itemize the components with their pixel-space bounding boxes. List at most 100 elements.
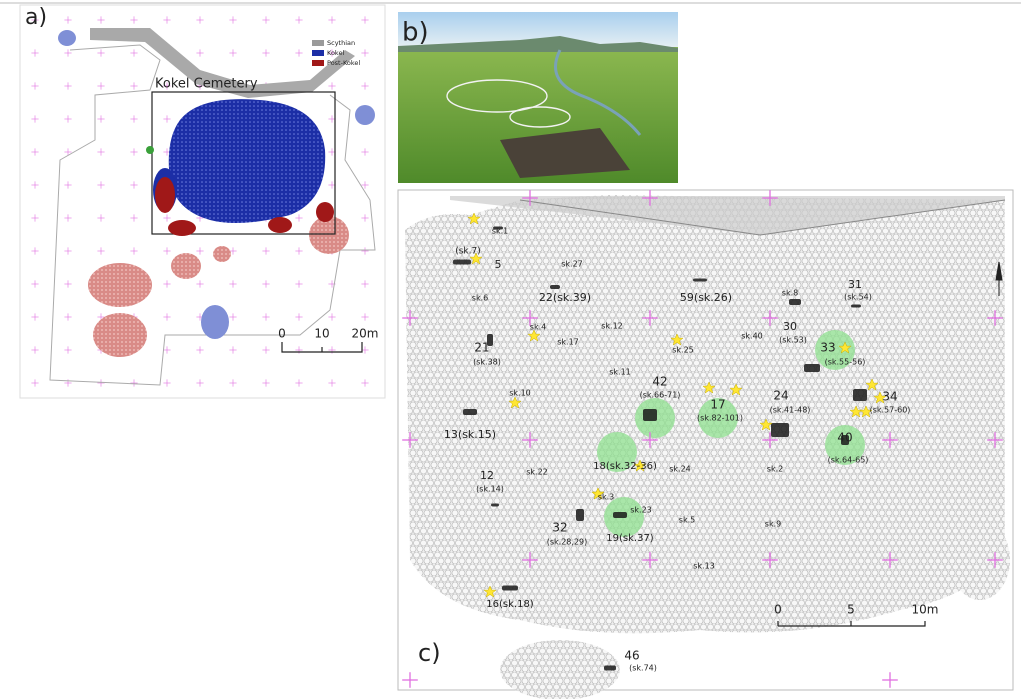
site-label: sk.23 — [630, 506, 652, 515]
photo-ellipse — [446, 79, 548, 113]
panel-c: 0 5 10m c) sk.1 (sk.7) 5 sk.27 22(sk.39) sk.6… — [397, 189, 1014, 699]
site-label: (sk.64-65) — [828, 456, 869, 465]
burial-outline — [604, 665, 616, 671]
site-label: 21 — [474, 341, 489, 355]
legend-swatch — [312, 60, 324, 66]
photo-river — [554, 49, 642, 136]
site-label: 59(sk.26) — [680, 291, 732, 304]
site-label: 30 — [783, 320, 797, 333]
site-label: 5 — [495, 258, 502, 271]
site-label: (sk.54) — [844, 293, 872, 302]
scale-label: 5 — [847, 603, 855, 617]
inset-box — [151, 91, 336, 235]
scale-label: 0 — [774, 603, 782, 617]
burial-outline — [550, 285, 560, 289]
site-label: 24 — [773, 389, 788, 403]
site-label: sk.11 — [609, 368, 631, 377]
burial-outline — [487, 334, 493, 346]
kokel-patch — [58, 30, 76, 46]
post-kokel-patch — [316, 202, 334, 222]
burial-outline — [613, 512, 627, 518]
site-label: (sk.82-101) — [697, 414, 743, 423]
site-outline — [49, 44, 376, 386]
site-label: sk.3 — [598, 493, 614, 502]
post-kokel-patch — [93, 313, 147, 357]
site-label: 17 — [710, 398, 725, 412]
burial-outline — [804, 364, 820, 372]
burial-outline — [453, 259, 471, 265]
site-label: sk.24 — [669, 465, 691, 474]
site-label: 19(sk.37) — [606, 533, 654, 544]
site-label: sk.17 — [557, 338, 579, 347]
panel-label: a) — [25, 5, 47, 30]
panel-label: b) — [402, 18, 429, 48]
site-label: sk.1 — [492, 227, 508, 236]
legend-label: Scythian — [327, 39, 355, 47]
inset-title: Kokel Cemetery — [155, 77, 258, 92]
site-label: sk.25 — [672, 346, 694, 355]
site-label: 31 — [848, 278, 862, 291]
site-label: sk.12 — [601, 322, 623, 331]
burial-outline — [851, 304, 861, 308]
stone-wall — [450, 196, 1005, 235]
burial-outline — [463, 409, 477, 415]
site-label: 18(sk.32-36) — [593, 461, 657, 472]
burial-highlight — [597, 432, 637, 472]
scale-label: 0 — [278, 327, 286, 341]
site-label: 42 — [652, 375, 667, 389]
north-arrow — [995, 261, 1003, 296]
burial-highlight — [815, 330, 855, 370]
site-label: sk.13 — [693, 562, 715, 571]
burial-outline — [493, 226, 503, 230]
site-label: 16(sk.18) — [486, 599, 534, 610]
scythian-wall — [90, 28, 355, 98]
site-label: (sk.41-48) — [770, 406, 811, 415]
post-kokel-patch — [213, 246, 231, 262]
legend-label: Kokel — [327, 49, 344, 57]
site-label: 46 — [624, 649, 639, 663]
post-kokel-patch — [88, 263, 152, 307]
site-label: (sk.7) — [455, 247, 481, 257]
site-label: sk.5 — [679, 516, 695, 525]
scale-bar — [777, 621, 926, 627]
scale-label: 10m — [912, 603, 939, 617]
site-label: sk.9 — [765, 520, 781, 529]
wall-edge — [519, 199, 1006, 236]
post-kokel-patch — [309, 216, 349, 254]
site-label: sk.6 — [472, 294, 488, 303]
panel-label: c) — [418, 639, 441, 667]
pebble-patch — [950, 520, 1010, 600]
legend-label: Post-Kokel — [327, 59, 360, 67]
site-label: sk.8 — [782, 289, 798, 298]
photo-hills — [398, 36, 678, 52]
scale-label: 10 — [314, 327, 329, 341]
post-kokel-patch — [268, 217, 292, 233]
scale-bar — [281, 342, 363, 353]
site-label: (sk.57-60) — [870, 406, 911, 415]
burial-outline — [491, 503, 499, 507]
panel-a: Scythian Kokel Post-Kokel Kokel Cemetery… — [19, 4, 386, 399]
site-label: 33 — [820, 341, 835, 355]
site-label: 34 — [882, 390, 897, 404]
post-kokel-patch — [155, 177, 175, 213]
site-label: (sk.14) — [476, 485, 504, 494]
site-label: sk.22 — [526, 468, 548, 477]
site-label: sk.27 — [561, 260, 583, 269]
legend-swatch — [312, 50, 324, 56]
site-label: 40 — [837, 431, 852, 445]
site-label: 22(sk.39) — [539, 291, 591, 304]
panel-b: b) — [398, 12, 678, 183]
photo-ellipse — [509, 106, 571, 128]
legend-swatch — [312, 40, 324, 46]
burial-outline — [771, 423, 789, 437]
site-label: 13(sk.15) — [444, 428, 496, 441]
kokel-main — [168, 99, 326, 224]
site-label: (sk.28,29) — [547, 538, 588, 547]
site-label: 32 — [552, 521, 567, 535]
site-label: (sk.55-56) — [825, 358, 866, 367]
burial-outline — [853, 389, 867, 401]
site-label: sk.10 — [509, 389, 531, 398]
site-label: sk.4 — [530, 323, 546, 332]
burial-outline — [789, 299, 801, 305]
